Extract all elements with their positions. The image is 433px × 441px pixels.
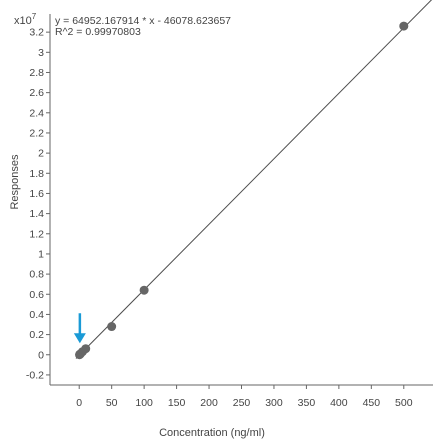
x-tick-label: 0 (76, 397, 82, 409)
y-tick-label: 3.2 (29, 27, 44, 39)
x-tick-label: 300 (265, 397, 283, 409)
y-tick-label: -0.2 (26, 369, 44, 381)
y-tick-label: 0 (38, 349, 44, 361)
x-tick-label: 450 (363, 397, 381, 409)
y-tick-label: 2 (38, 148, 44, 160)
data-point (139, 285, 149, 295)
x-tick-label: 500 (395, 397, 413, 409)
r-squared: R^2 = 0.99970803 (55, 26, 141, 38)
y-tick-label: 0.4 (29, 309, 44, 321)
data-points (75, 21, 409, 360)
x-tick-label: 200 (200, 397, 218, 409)
highlight-arrow-icon (73, 313, 86, 344)
regression-equation: y = 64952.167914 * x - 46078.623657 (55, 15, 231, 27)
x-axis-label: Concentration (ng/ml) (159, 427, 265, 439)
y-tick-label: 1.4 (29, 208, 44, 220)
x-tick-label: 250 (233, 397, 251, 409)
y-tick-label: 2.2 (29, 127, 44, 139)
regression-line (75, 0, 433, 359)
y-tick-label: 0.8 (29, 269, 44, 281)
arrow-head (73, 333, 86, 344)
x-tick-label: 100 (135, 397, 153, 409)
data-point (399, 21, 409, 31)
y-tick-label: 2.6 (29, 87, 44, 99)
axes (49, 14, 433, 386)
x-axis-ticks: 0 50 100 150 200 250 300 350 400 450 500 (76, 385, 413, 409)
x-tick-label: 150 (168, 397, 186, 409)
y-tick-label: 0.2 (29, 329, 44, 341)
y-axis-ticks: -0.2 0 0.2 0.4 0.6 0.8 1 1.2 1.4 1.6 1.8 2 2.2 2.4 2.6… (26, 27, 50, 381)
data-point (107, 322, 117, 332)
x-tick-label: 350 (298, 397, 316, 409)
data-point (81, 344, 91, 354)
y-tick-label: 2.4 (29, 107, 44, 119)
y-axis-label: Responses (9, 154, 21, 210)
x-tick-label: 50 (106, 397, 118, 409)
y-tick-label: 1.6 (29, 188, 44, 200)
y-tick-label: 0.6 (29, 289, 44, 301)
y-tick-label: 2.8 (29, 67, 44, 79)
x-tick-label: 400 (330, 397, 348, 409)
y-tick-label: 1 (38, 248, 44, 260)
y-multiplier: x107 (14, 12, 37, 27)
y-tick-label: 1.2 (29, 228, 44, 240)
y-tick-label: 1.8 (29, 168, 44, 180)
y-tick-label: 3 (38, 47, 44, 59)
